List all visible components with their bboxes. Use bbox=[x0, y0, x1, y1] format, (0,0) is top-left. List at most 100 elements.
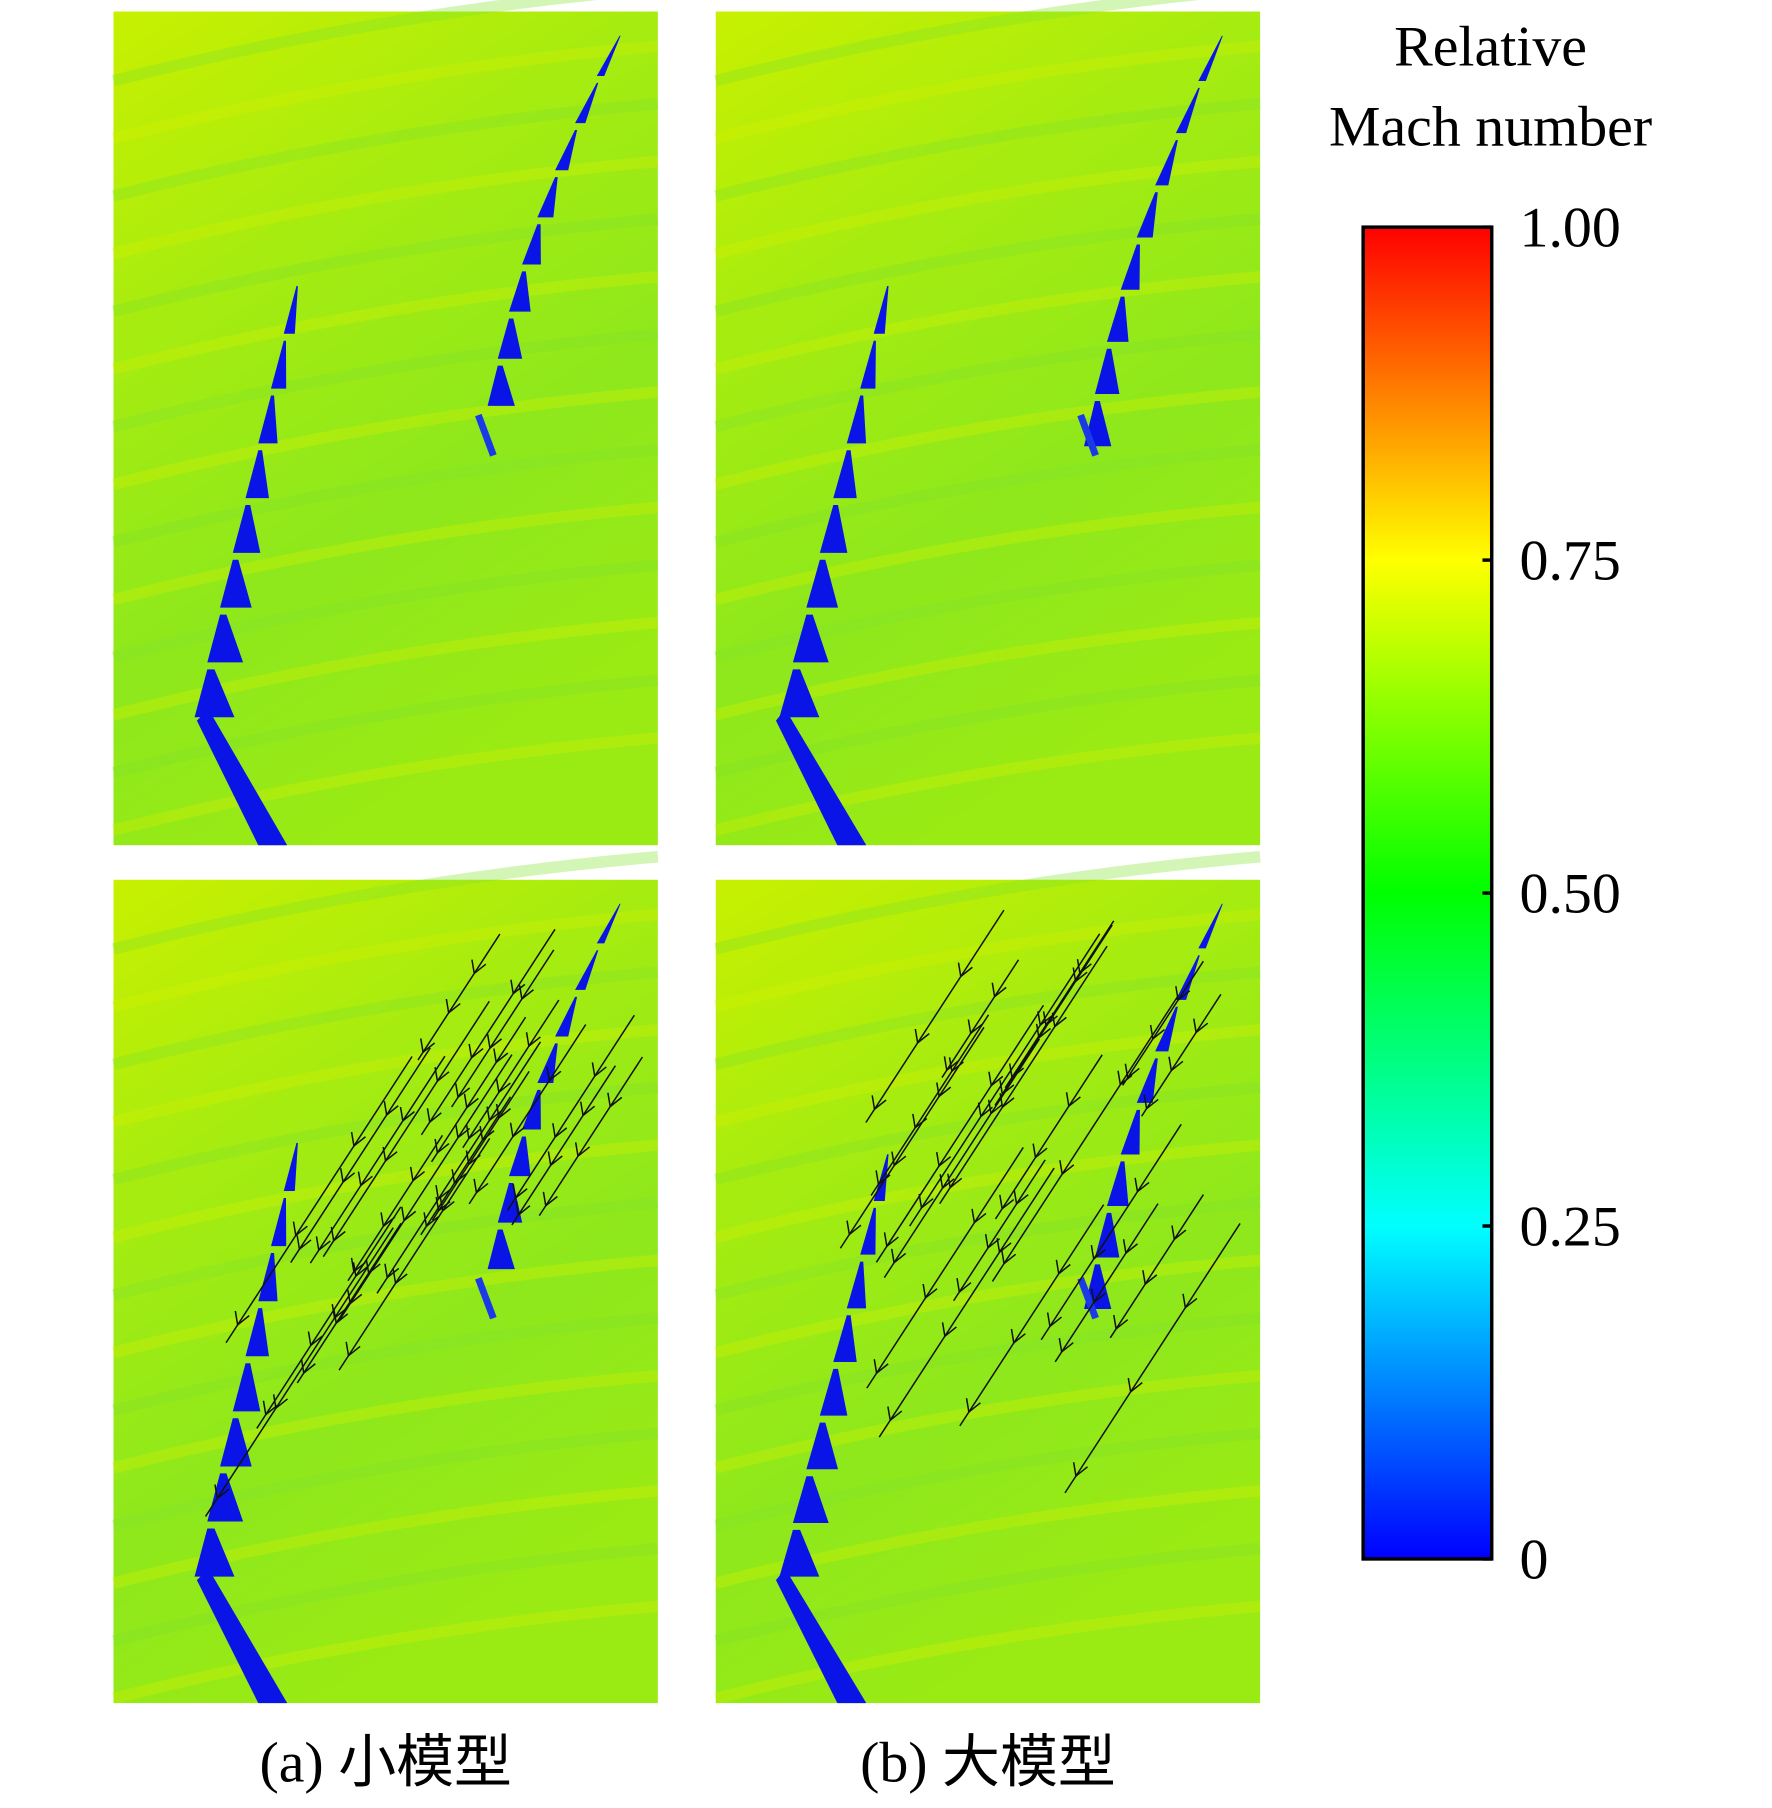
blade-segment bbox=[232, 505, 261, 553]
arrow-head bbox=[887, 1406, 903, 1422]
arrow-head bbox=[1168, 1056, 1184, 1072]
arrow-head bbox=[918, 1193, 934, 1210]
arrow-head bbox=[947, 1173, 963, 1189]
arrow-head bbox=[345, 1341, 361, 1358]
streamline bbox=[865, 909, 1005, 1123]
arrow-head bbox=[463, 1093, 479, 1109]
blade-segment bbox=[522, 224, 541, 265]
arrow-head bbox=[591, 1062, 607, 1078]
blade-segment bbox=[537, 1043, 558, 1084]
flow-band bbox=[112, 1369, 659, 1474]
streamline bbox=[256, 1206, 402, 1429]
streamline bbox=[225, 1056, 413, 1344]
arrow-head bbox=[339, 1168, 356, 1184]
flow-band bbox=[112, 501, 659, 606]
streamline bbox=[1122, 960, 1205, 1086]
arrow-head bbox=[439, 1196, 455, 1213]
blade-segment bbox=[1136, 192, 1158, 238]
flow-band bbox=[714, 98, 1261, 202]
blade-segment bbox=[1175, 87, 1200, 134]
streamline bbox=[322, 1000, 490, 1258]
blade-tail bbox=[1077, 413, 1099, 457]
arrow-head bbox=[1035, 1023, 1051, 1040]
flow-band bbox=[714, 328, 1261, 433]
flow-band bbox=[112, 674, 659, 779]
arrow-head bbox=[493, 1048, 509, 1064]
streamline bbox=[1054, 1203, 1159, 1363]
arrow-head bbox=[574, 1142, 591, 1158]
flow-band bbox=[112, 328, 659, 433]
arrow-head bbox=[936, 1082, 952, 1098]
arrow-head bbox=[384, 1263, 400, 1279]
arrow-head bbox=[420, 1038, 436, 1054]
flow-band bbox=[714, 1254, 1261, 1359]
blade-segment bbox=[873, 1154, 889, 1202]
blade-segment bbox=[555, 130, 578, 171]
arrow-head bbox=[479, 1125, 495, 1142]
flow-band bbox=[714, 0, 1200, 87]
streamline bbox=[839, 1026, 985, 1249]
arrow-head bbox=[547, 1151, 563, 1167]
streamline bbox=[994, 1054, 1103, 1220]
blade-segment bbox=[1106, 296, 1129, 342]
arrow-head bbox=[1032, 1143, 1048, 1159]
flow-band bbox=[714, 1542, 1261, 1647]
arrow-head bbox=[214, 1484, 230, 1500]
streamline bbox=[991, 994, 1180, 1282]
flow-band bbox=[112, 1427, 659, 1532]
arrow-head bbox=[262, 1400, 278, 1416]
arrow-head bbox=[512, 1184, 528, 1200]
colorbar-tick-label: 0.50 bbox=[1520, 863, 1621, 926]
arrow-head bbox=[1149, 1024, 1165, 1041]
blade-tail bbox=[1077, 1277, 1099, 1320]
streamline bbox=[1141, 993, 1222, 1117]
arrow-head bbox=[399, 1106, 415, 1123]
blade-segment bbox=[207, 614, 244, 663]
arrow-head bbox=[1134, 1177, 1150, 1194]
arrow-head bbox=[1037, 1011, 1053, 1027]
arrow-head bbox=[1046, 1312, 1062, 1328]
arrow-head bbox=[333, 1309, 349, 1325]
flow-band bbox=[112, 213, 659, 317]
arrow-head bbox=[984, 1233, 1001, 1250]
arrow-head bbox=[296, 1235, 312, 1251]
blade-root bbox=[775, 709, 867, 846]
streamline bbox=[511, 1065, 617, 1226]
blade-segment bbox=[258, 395, 278, 444]
arrow-head bbox=[434, 1067, 450, 1083]
arrow-head bbox=[426, 1108, 442, 1124]
flow-band bbox=[714, 1600, 1261, 1705]
blade-segment bbox=[487, 1229, 515, 1270]
arrow-head bbox=[1058, 1337, 1074, 1354]
arrow-head bbox=[607, 1092, 623, 1108]
arrow-head bbox=[1122, 1239, 1138, 1255]
flow-band bbox=[714, 1196, 1261, 1301]
flow-band bbox=[714, 1427, 1261, 1532]
blade-segment bbox=[220, 1418, 252, 1467]
arrow-head bbox=[1193, 1018, 1209, 1034]
arrow-head bbox=[1171, 1225, 1187, 1241]
blade-tail bbox=[475, 1277, 497, 1320]
panels bbox=[112, 0, 1261, 1705]
streamline bbox=[878, 1167, 1055, 1438]
streamline bbox=[296, 1222, 402, 1384]
blade-segment bbox=[487, 365, 515, 406]
blade-segment bbox=[194, 1528, 235, 1577]
arrow-head bbox=[510, 979, 526, 995]
blade-segment bbox=[596, 903, 621, 944]
arrow-head bbox=[365, 1259, 381, 1275]
arrow-head bbox=[350, 1131, 366, 1148]
streamline bbox=[290, 1047, 431, 1263]
streamline bbox=[506, 1014, 635, 1211]
flow-band bbox=[714, 1081, 1261, 1186]
colorbar-tick-label: 0 bbox=[1520, 1529, 1549, 1592]
arrow-head bbox=[977, 1102, 993, 1118]
arrow-head bbox=[352, 1262, 368, 1278]
flow-band bbox=[112, 270, 659, 375]
blade-segment bbox=[1155, 140, 1178, 186]
streamline bbox=[468, 1024, 587, 1205]
arrow-head bbox=[435, 1185, 451, 1201]
arrow-head bbox=[1042, 1011, 1058, 1027]
colorbar-tick-label: 1.00 bbox=[1520, 197, 1621, 260]
blade-segment bbox=[271, 340, 287, 389]
